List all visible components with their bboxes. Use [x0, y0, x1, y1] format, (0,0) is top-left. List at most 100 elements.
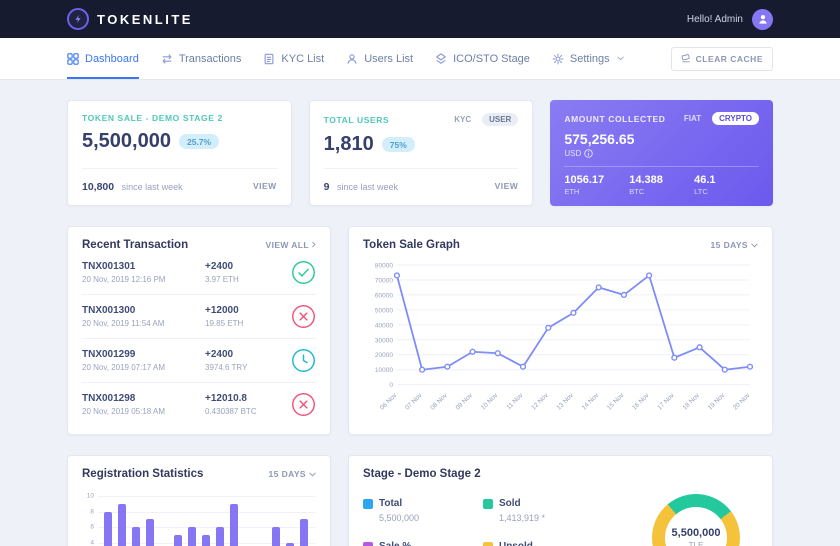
token-sale-graph-card: Token Sale Graph 15 DAYS 0 10000 20000 3000…	[348, 226, 773, 435]
tx-amount: +12010.8	[205, 393, 247, 404]
crypto-col-eth: 1056.17 ETH	[564, 174, 629, 196]
transaction-row[interactable]: TNX001299 20 Nov, 2019 07:17 AM +2400 39…	[82, 339, 316, 383]
svg-text:16 Nov: 16 Nov	[631, 392, 651, 412]
tx-amount: +12000	[205, 305, 239, 316]
chevron-down-icon	[616, 56, 624, 61]
tx-amount: +2400	[205, 349, 234, 360]
stage-donut-chart: 5,500,000 TLE	[652, 494, 740, 546]
svg-text:11 Nov: 11 Nov	[505, 392, 525, 412]
amount-collected-currency: USD	[564, 149, 582, 158]
nav-item-users-list[interactable]: Users List	[346, 38, 413, 79]
tx-id: TNX001299	[82, 349, 136, 360]
transaction-row[interactable]: TNX001300 20 Nov, 2019 11:54 AM +12000 1…	[82, 295, 316, 339]
legend-swatch-sold	[483, 498, 493, 509]
brand[interactable]: TOKENLITE	[67, 8, 193, 30]
tx-date: 20 Nov, 2019 07:17 AM	[82, 363, 166, 372]
amount-collected-card: AMOUNT COLLECTED FIAT CRYPTO 575,256.65 …	[550, 100, 774, 206]
topbar: TOKENLITE Hello! Admin	[0, 0, 840, 38]
transaction-row[interactable]: TNX001298 20 Nov, 2019 05:18 AM +12010.8…	[82, 383, 316, 426]
settings-gear-icon	[552, 53, 564, 65]
nav-label-ico-stage: Users List	[364, 52, 414, 65]
legend-swatch-unsold	[483, 541, 493, 546]
svg-text:08 Nov: 08 Nov	[429, 392, 449, 412]
tx-status-rejected-icon[interactable]	[291, 392, 316, 417]
clear-cache-label: CLEAR CACHE	[695, 53, 763, 64]
ltc-value: 46.1	[694, 174, 716, 186]
crypto-col-btc: 14.388 BTC	[629, 174, 694, 196]
amount-collected-value: 575,256.65	[564, 131, 635, 147]
svg-text:17 Nov: 17 Nov	[656, 392, 676, 412]
kyc-list-icon	[263, 53, 275, 65]
amount-collected-title: AMOUNT COLLECTED	[564, 113, 666, 124]
svg-text:30000: 30000	[375, 337, 393, 344]
svg-text:20000: 20000	[375, 352, 393, 359]
total-users-delta-caption: since last week	[336, 182, 398, 192]
legend-item-unsold: Unsold 4,086,082	[483, 541, 591, 546]
token-sale-value: 5,500,000	[82, 130, 171, 152]
tx-status-approved-icon[interactable]	[291, 260, 316, 285]
tx-converted: 0.430387 BTC	[205, 407, 257, 416]
nav-label-ico-sto-stage: ICO/STO Stage	[453, 52, 530, 65]
info-icon[interactable]	[584, 149, 593, 158]
registration-range-dropdown[interactable]: 15 DAYS	[269, 469, 316, 479]
total-users-view-link[interactable]: VIEW	[494, 181, 519, 191]
svg-text:15 Nov: 15 Nov	[606, 392, 626, 412]
recent-transactions-title: Recent Transaction	[82, 239, 189, 251]
kyc-tab[interactable]: KYC	[454, 115, 472, 124]
svg-text:70000: 70000	[375, 277, 393, 284]
tx-id: TNX001300	[82, 305, 136, 316]
nav-label-settings: Settings	[569, 52, 610, 65]
total-users-title: TOTAL USERS	[323, 114, 390, 125]
tx-id: TNX001298	[82, 393, 136, 404]
token-sale-card: TOKEN SALE - DEMO STAGE 2 5,500,000 25.7…	[67, 100, 292, 206]
transaction-row[interactable]: TNX001301 20 Nov, 2019 12:16 PM +2400 3.…	[82, 251, 316, 295]
greeting-text: Hello! Admin	[686, 13, 743, 25]
tx-date: 20 Nov, 2019 11:54 AM	[82, 319, 165, 328]
dashboard-content: TOKEN SALE - DEMO STAGE 2 5,500,000 25.7…	[67, 80, 774, 546]
crypto-col-ltc: 46.1 LTC	[694, 174, 759, 196]
tx-converted: 3974.6 TRY	[205, 363, 248, 372]
nav-item-dashboard[interactable]: Dashboard	[67, 38, 139, 79]
tx-status-pending-icon[interactable]	[291, 348, 316, 373]
svg-text:10000: 10000	[375, 367, 393, 374]
nav-item-settings[interactable]: Settings	[552, 38, 624, 79]
svg-text:0: 0	[389, 382, 393, 389]
tx-status-rejected-icon[interactable]	[291, 304, 316, 329]
nav-item-kyc-list[interactable]: KYC List	[263, 38, 324, 79]
token-sale-graph-title: Token Sale Graph	[363, 239, 460, 251]
brand-name: TOKENLITE	[97, 11, 193, 27]
user-icon	[758, 14, 767, 24]
main-nav: Dashboard Transactions KYC List Users Li…	[0, 38, 840, 80]
svg-text:60000: 60000	[375, 292, 393, 299]
token-sale-delta-caption: since last week	[121, 182, 183, 192]
legend-swatch-total	[363, 498, 373, 509]
svg-text:40000: 40000	[375, 322, 393, 329]
total-users-card: TOTAL USERS KYC USER 1,810 75% 9 since l…	[308, 100, 534, 206]
token-sale-title: TOKEN SALE - DEMO STAGE 2	[82, 113, 223, 123]
eth-value: 1056.17	[564, 174, 605, 186]
svg-text:07 Nov: 07 Nov	[404, 392, 424, 412]
view-all-link[interactable]: VIEW ALL	[266, 240, 317, 250]
tx-date: 20 Nov, 2019 12:16 PM	[82, 275, 166, 284]
bottom-row: Registration Statistics 15 DAYS 1086420 …	[67, 455, 773, 546]
user-tab[interactable]: USER	[482, 113, 519, 126]
nav-item-ico-sto-stage[interactable]: ICO/STO Stage	[435, 38, 530, 79]
registration-statistics-title: Registration Statistics	[82, 468, 204, 480]
total-users-percent-badge: 75%	[381, 137, 415, 152]
nav-label-dashboard: Dashboard	[85, 52, 139, 65]
svg-text:14 Nov: 14 Nov	[581, 392, 601, 412]
users-list-icon	[346, 53, 358, 65]
tx-converted: 19.85 ETH	[205, 319, 244, 328]
recent-transactions-card: Recent Transaction VIEW ALL TNX001301 20…	[67, 226, 331, 435]
registration-bar-chart: 1086420	[82, 493, 316, 546]
fiat-tab[interactable]: FIAT	[683, 114, 702, 123]
token-sale-view-link[interactable]: VIEW	[252, 181, 277, 191]
legend-item-total: Total 5,500,000	[363, 498, 471, 523]
graph-range-dropdown[interactable]: 15 DAYS	[711, 240, 758, 250]
stat-row: TOKEN SALE - DEMO STAGE 2 5,500,000 25.7…	[67, 100, 774, 206]
total-users-value: 1,810	[323, 133, 374, 155]
crypto-tab[interactable]: CRYPTO	[712, 112, 760, 125]
clear-cache-button[interactable]: CLEAR CACHE	[670, 46, 773, 71]
user-avatar[interactable]	[752, 8, 773, 30]
nav-item-transactions[interactable]: Transactions	[161, 38, 241, 79]
